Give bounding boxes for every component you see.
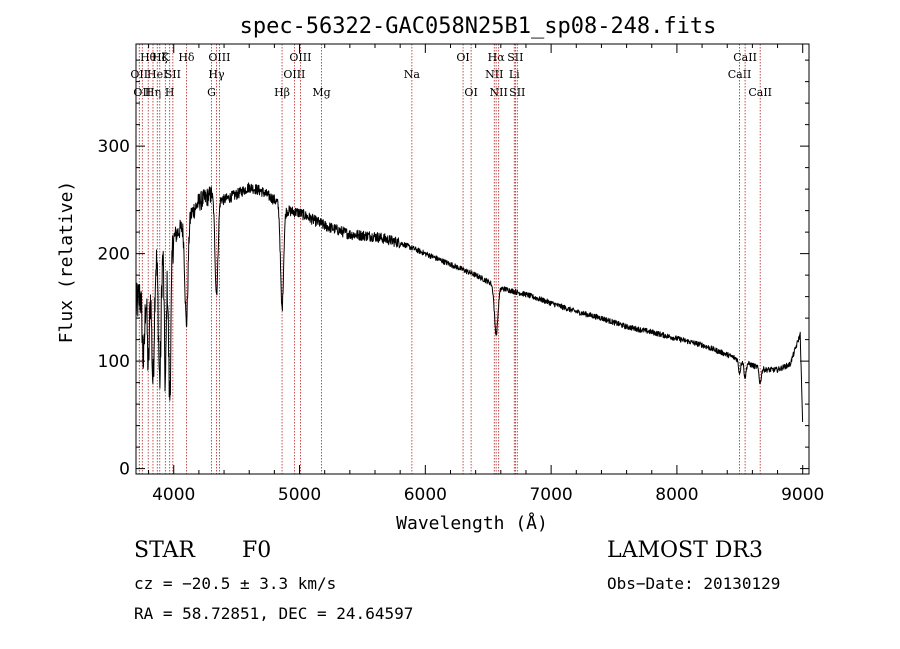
marker-label-25: SII	[509, 86, 525, 99]
marker-label-11: Hγ	[208, 68, 225, 81]
marker-label-15: OIII	[289, 51, 311, 64]
y-axis-label: Flux (relative)	[56, 181, 77, 344]
marker-label-14: OIII	[283, 68, 305, 81]
sky-coordinates: RA = 58.72851, DEC = 24.64597	[134, 604, 414, 623]
y-tick-label-2: 200	[98, 245, 130, 265]
marker-label-6: K	[161, 51, 170, 64]
x-tick-label-3: 7000	[529, 485, 572, 505]
observation-date: Obs−Date: 20130129	[607, 574, 781, 593]
marker-label-16: Mg	[312, 86, 330, 99]
marker-label-5: Hζ	[152, 51, 168, 64]
marker-label-21: Hα	[488, 51, 506, 64]
object-class: STAR	[134, 538, 195, 563]
marker-label-26: CaII	[728, 68, 752, 81]
x-axis-label: Wavelength (Å)	[396, 512, 548, 534]
object-subclass: F0	[242, 538, 272, 563]
marker-label-10: G	[207, 86, 216, 99]
y-axis-ticks: 0 100 200 300	[98, 59, 809, 480]
x-tick-label-5: 9000	[781, 485, 824, 505]
plot-frame	[135, 43, 810, 475]
y-tick-label-0: 0	[119, 460, 130, 480]
marker-label-12: OIII	[208, 51, 230, 64]
survey-name: LAMOST DR3	[607, 538, 763, 563]
x-tick-label-2: 6000	[404, 485, 447, 505]
marker-label-27: CaII	[733, 51, 757, 64]
marker-label-28: CaII	[748, 86, 772, 99]
x-tick-label-0: 4000	[152, 485, 195, 505]
emission-line-markers: OII OII Hθ Hη HeI HζK H SII Hδ G Hγ OIII Hβ OIII OIII M…	[130, 44, 772, 474]
y-tick-label-3: 300	[98, 137, 130, 157]
marker-label-22: NII	[490, 86, 508, 99]
y-tick-label-1: 100	[98, 352, 130, 372]
marker-label-17: Na	[404, 68, 421, 81]
marker-label-20: NII	[485, 68, 503, 81]
x-tick-label-4: 8000	[655, 485, 698, 505]
marker-label-7: H	[165, 86, 175, 99]
marker-label-4: HeI	[147, 68, 167, 81]
marker-label-9: Hδ	[178, 51, 195, 64]
marker-label-18: OI	[456, 51, 469, 64]
marker-label-1: OII	[133, 86, 151, 99]
redshift-velocity: cz = −20.5 ± 3.3 km/s	[134, 574, 337, 593]
marker-label-3: Hη	[145, 86, 161, 99]
marker-label-13: Hβ	[274, 86, 290, 99]
marker-label-23: Li	[509, 68, 520, 81]
chart-title: spec-56322-GAC058N25B1_sp08-248.fits	[240, 14, 717, 39]
x-tick-label-1: 5000	[278, 485, 321, 505]
marker-label-24: SII	[507, 51, 523, 64]
marker-label-0: OII	[130, 68, 148, 81]
x-axis-ticks: 4000 5000 6000 7000 8000 9000	[148, 44, 824, 505]
marker-label-2: Hθ	[140, 51, 157, 64]
flux-spectrum-line	[135, 182, 804, 423]
marker-label-8: SII	[165, 68, 181, 81]
marker-label-19: OI	[464, 86, 477, 99]
